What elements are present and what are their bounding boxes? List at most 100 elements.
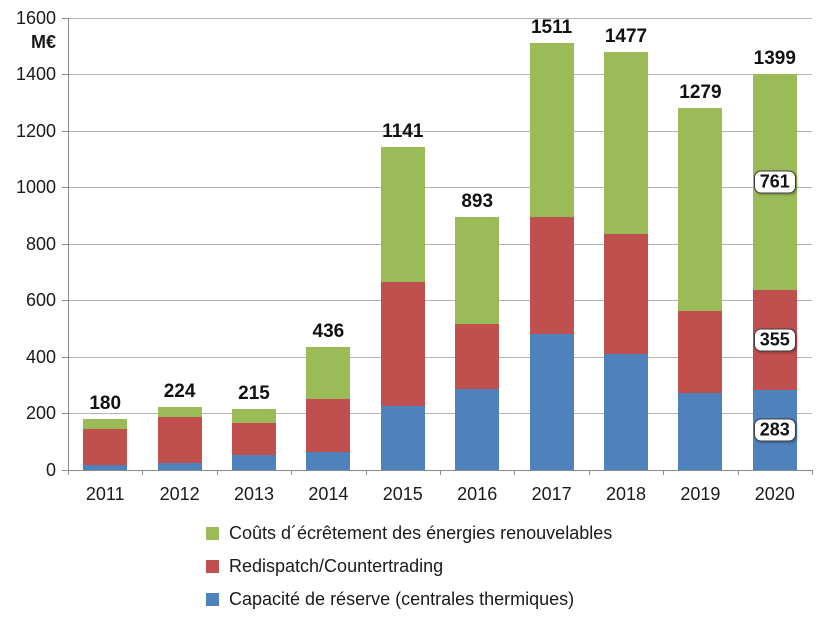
bar-segment-2016 [455,389,500,470]
bar-total-label: 1477 [604,26,648,48]
bar-segment-2018 [604,233,648,355]
bar-segment-2015 [380,147,425,283]
bar-segment-2014 [306,452,351,470]
bar-total-label: 436 [312,320,345,342]
bar-segment-2014 [306,399,351,453]
bar-segment-2014 [306,346,351,400]
y-axis-tick-label: 400 [25,346,56,367]
y-gridline [68,300,812,302]
segment-value-label: 283 [753,418,796,442]
y-gridline [68,74,812,76]
bar-total-label: 1399 [753,48,796,70]
bar-segment-2019 [678,392,723,470]
legend-item: Coûts d´écrêtement des énergies renouvel… [206,523,612,543]
bar-segment-2012 [157,417,202,463]
bar-segment-2017 [529,216,574,335]
y-axis-tick [62,187,68,189]
bar-total-label: 1511 [530,16,573,38]
y-axis-tick-label: 0 [45,460,56,480]
y-axis-tick-label: 1600 [15,7,56,28]
x-axis-tick [216,470,218,475]
bar-segment-2012 [157,406,202,418]
y-gridline [68,17,812,19]
bar-segment-2016 [455,217,500,325]
bar-segment-2011 [83,464,128,470]
y-axis-tick [62,356,68,358]
bar-segment-2012 [157,462,202,470]
x-axis-category-label: 2012 [159,484,200,504]
legend-swatch-icon [206,559,219,573]
x-axis-tick [68,470,69,475]
bar-total-label: 1279 [679,82,722,104]
y-gridline [68,356,812,358]
bar-segment-2013 [232,454,276,470]
bar-segment-2013 [232,409,276,424]
x-axis-tick [365,470,367,475]
x-axis-category-label: 2013 [233,484,275,504]
y-axis-tick [62,17,68,19]
y-axis-line [67,17,69,470]
y-gridline [68,187,812,189]
bar-segment-2017 [529,42,574,217]
y-axis-tick-label: 200 [25,403,56,424]
y-gridline [68,413,812,415]
x-axis-category-label: 2014 [308,484,349,504]
x-axis-tick [142,470,144,475]
y-axis-tick [62,130,68,132]
chart-legend: Coûts d´écrêtement des énergies renouvel… [206,523,612,618]
y-axis-tick [62,74,68,76]
bar-segment-2018 [604,354,648,470]
y-axis-tick [62,300,68,302]
bar-segment-2019 [678,311,723,393]
x-axis-category-label: 2020 [754,484,795,504]
bar-total-label: 893 [461,191,494,213]
bar-segment-2011 [83,428,128,465]
x-axis-category-label: 2018 [605,484,647,504]
bar-segment-2019 [678,108,723,312]
y-axis-tick [62,243,68,245]
bar-total-label: 224 [163,380,196,402]
segment-value-label: 761 [753,170,796,194]
legend-swatch-icon [206,592,219,606]
bar-segment-2015 [380,282,425,407]
y-axis-tick-label: 1200 [15,120,56,141]
bar-segment-2017 [529,334,574,470]
x-axis-tick [514,470,516,475]
bar-segment-2011 [83,419,128,429]
bar-segment-2018 [604,52,648,234]
y-axis-unit-label: M€ [30,32,56,52]
x-axis-category-label: 2011 [85,484,125,504]
x-axis-tick [737,470,739,475]
bar-total-label: 180 [89,393,122,415]
bar-segment-2016 [455,324,500,390]
y-gridline [68,243,812,245]
y-axis-tick-label: 1000 [15,177,56,198]
x-axis-tick [663,470,665,475]
legend-label: Coûts d´écrêtement des énergies renouvel… [229,522,613,543]
legend-item: Capacité de réserve (centrales thermique… [206,589,612,609]
x-axis-category-label: 2015 [382,484,423,504]
y-axis-tick-label: 800 [25,233,56,254]
x-axis-tick [440,470,441,475]
y-axis-tick [62,413,68,415]
x-axis-category-label: 2017 [531,484,572,504]
y-gridline [68,130,812,132]
legend-item: Redispatch/Countertrading [206,556,612,576]
x-axis-tick [291,470,293,475]
x-axis-tick [812,470,813,475]
y-axis-tick-label: 600 [25,290,56,311]
x-axis-category-label: 2019 [680,484,721,504]
legend-label: Redispatch/Countertrading [229,555,444,576]
bar-total-label: 1141 [382,121,424,143]
legend-label: Capacité de réserve (centrales thermique… [229,588,575,609]
x-axis-tick [588,470,590,475]
bar-segment-2013 [232,423,276,455]
bar-total-label: 215 [238,383,270,405]
x-axis-category-label: 2016 [457,484,498,504]
bar-segment-2015 [380,406,425,470]
x-axis-line [62,470,812,471]
y-axis-tick-label: 1400 [15,64,56,85]
legend-swatch-icon [206,526,219,540]
segment-value-label: 355 [753,328,796,352]
